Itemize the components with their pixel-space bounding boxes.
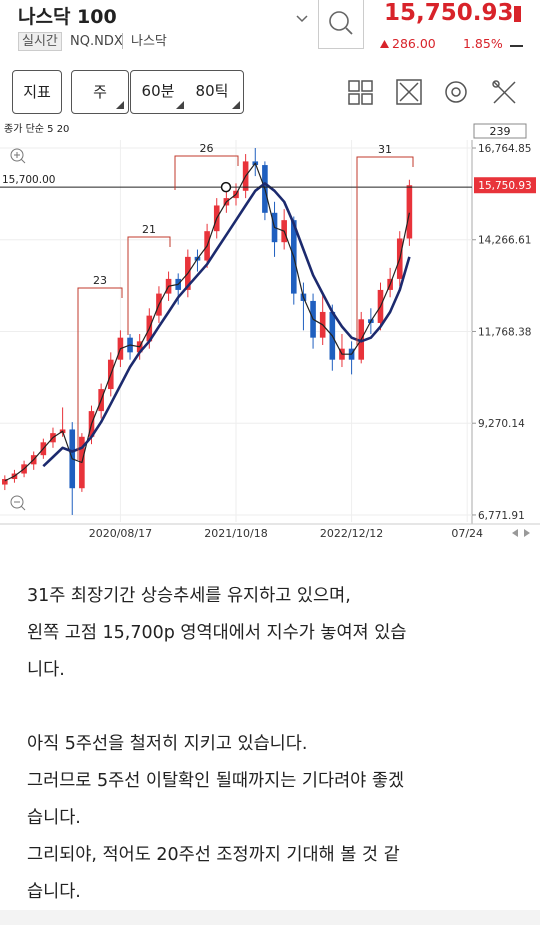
symbol-code: NQ.NDX [70,34,123,49]
duration-label: 21 [142,223,156,236]
comment-line: 그러므로 5주선 이탈확인 될때까지는 기다려야 좋겠 [27,771,405,791]
moving-average [42,182,411,468]
indicator-legend: 종가 단순 5 20 [4,123,69,135]
comment-line: 습니다. [27,808,81,828]
indicator-button[interactable]: 지표 [12,70,62,114]
realtime-tag: 실시간 [18,32,62,51]
search-icon [329,11,353,35]
x-tick-label: 2021/10/18 [204,527,267,540]
dropdown-icon[interactable] [295,14,309,24]
market-name: 나스닥 [131,34,167,49]
zoom-in[interactable] [10,148,26,164]
x-tick-label: 2022/12/12 [320,527,383,540]
chart-bg [0,120,540,545]
separator [122,33,123,49]
duration-bracket [356,156,414,345]
signal-marker [220,181,232,193]
price-tag-label: 15,750.93 [478,180,531,192]
candle-body [2,479,8,485]
scroll-right[interactable] [524,529,530,537]
comment-line: 니다. [27,660,65,680]
scroll-left[interactable] [512,529,518,537]
search-button[interactable] [318,0,364,49]
duration-bracket [127,236,171,335]
comment-line: 아직 5주선을 철저히 지키고 있습니다. [27,734,308,754]
y-tick-label: 16,764.85 [478,143,531,155]
tool-icons[interactable] [334,76,534,108]
x-tick-label: 07/24 [451,527,483,540]
bar-count: 239 [490,125,511,138]
corner-mark [116,101,124,109]
corner-mark [176,101,184,109]
y-tick-label: 6,771.91 [478,510,525,522]
duration-label: 31 [378,143,392,156]
count-box [473,123,527,139]
interval-group [130,70,244,114]
price-tag [474,177,536,194]
period-button[interactable]: 주 [71,70,129,114]
reference-label: 15,700.00 [2,174,55,186]
comment-line: 그리되야, 적어도 20주선 조정까지 기대해 볼 것 같 [27,845,400,865]
duration-label: 23 [93,274,107,287]
y-tick-label: 14,266.61 [478,235,531,247]
minute-button[interactable]: 60분 [141,82,175,100]
x-tick-label: 2020/08/17 [89,527,152,540]
footer-strip [0,910,540,925]
price-change: 286.00 [392,36,436,51]
comment-line: 31주 최장기간 상승추세를 유지하고 있으며, [27,586,351,606]
up-arrow [380,40,389,48]
duration-bracket [77,287,123,460]
current-price: 15,750.93 [384,0,514,26]
change-percent: 1.85% [463,36,503,51]
y-tick-label: 11,768.38 [478,326,531,338]
candle-body [406,185,413,239]
comment-line: 습니다. [27,882,81,902]
index-title[interactable]: 나스닥 100 [18,6,117,28]
corner-mark [232,101,240,109]
duration-bracket [174,155,239,190]
moving-average [4,162,410,482]
comment-area [0,545,540,910]
price-bar-icon [514,6,521,22]
y-tick-label: 9,270.14 [478,418,525,430]
dash [510,45,523,47]
zoom-out[interactable] [10,495,26,511]
duration-label: 26 [200,142,214,155]
tick-button[interactable]: 80틱 [195,82,229,100]
comment-line: 왼쪽 고점 15,700p 영역대에서 지수가 놓여져 있습 [27,623,407,643]
price-chart[interactable]: 종가 단순 5 20 239 6,771.91 9,270.14 11,768.38… [0,120,540,545]
